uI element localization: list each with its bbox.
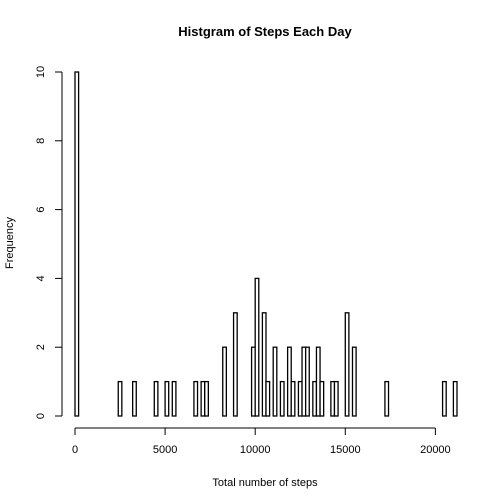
histogram-bar: [265, 380, 271, 417]
y-tick-label: 4: [35, 275, 47, 281]
x-tick-label: 15000: [330, 444, 361, 456]
histogram-bar: [232, 312, 238, 417]
histogram-bar: [204, 380, 209, 417]
x-tick-label: 5000: [153, 444, 177, 456]
histogram-bar: [117, 380, 123, 417]
histogram-bar: [319, 380, 325, 417]
histogram-bar: [279, 380, 285, 417]
histogram-bar: [193, 380, 199, 417]
x-tick-label: 20000: [420, 444, 451, 456]
histogram-bar: [254, 277, 260, 417]
histogram-bar: [333, 380, 339, 417]
histogram-bar: [441, 380, 447, 417]
x-axis-label: Total number of steps: [212, 477, 318, 489]
y-tick-label: 6: [35, 207, 47, 213]
histogram-bar: [261, 312, 267, 417]
histogram-bar: [171, 380, 177, 417]
bars-group: [74, 71, 458, 417]
x-axis: 0 5000 10000 15000 20000: [72, 427, 451, 456]
x-tick-label: 0: [72, 444, 78, 456]
x-tick-label: 10000: [240, 444, 271, 456]
chart-title: Histgram of Steps Each Day: [178, 24, 352, 39]
histogram-bar: [351, 346, 357, 417]
y-tick-label: 10: [35, 66, 47, 78]
histogram-bar: [304, 346, 310, 417]
histogram-bar: [164, 380, 170, 417]
y-axis: 0 2 4 6 8 10: [35, 66, 63, 419]
histogram-bar: [153, 380, 159, 417]
histogram-bar: [384, 380, 390, 417]
y-tick-label: 2: [35, 344, 47, 350]
y-tick-label: 8: [35, 138, 47, 144]
histogram-bar: [290, 380, 296, 417]
histogram-bar: [452, 380, 458, 417]
histogram-bar: [344, 312, 350, 417]
y-axis-label: Frequency: [4, 217, 16, 269]
y-tick-label: 0: [35, 413, 47, 419]
histogram-bar: [222, 346, 228, 417]
histogram-bar: [132, 380, 137, 417]
histogram-bar: [74, 71, 80, 417]
histogram-bar: [272, 346, 278, 417]
